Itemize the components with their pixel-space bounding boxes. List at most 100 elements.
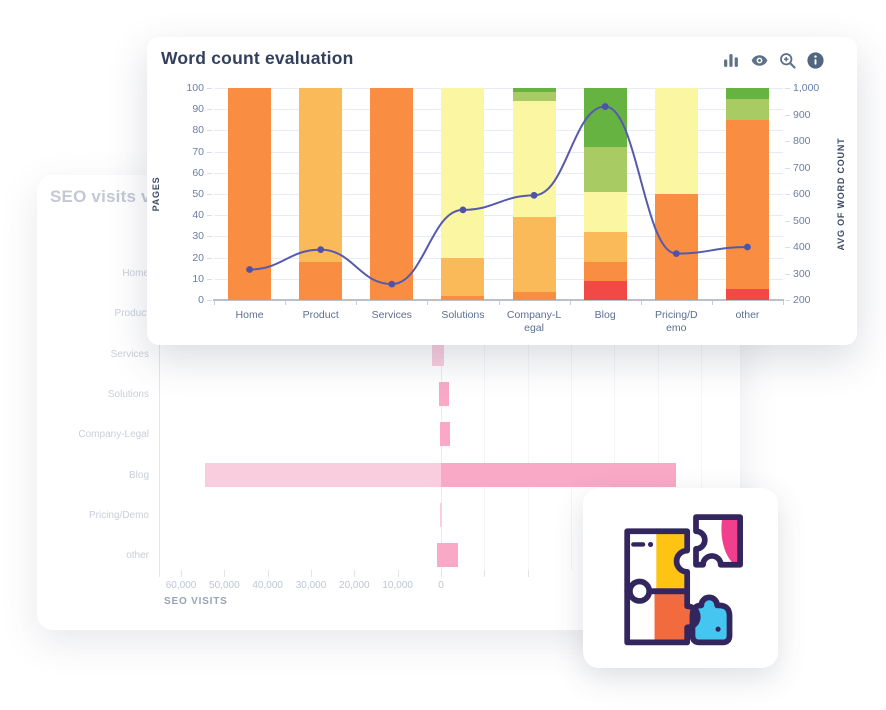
- y2-axis-tick: [785, 167, 790, 169]
- line-point: [672, 250, 680, 258]
- line-point: [317, 246, 325, 254]
- gridline: [214, 257, 783, 259]
- y-axis-tick: [207, 172, 212, 174]
- puzzle-card: [583, 488, 778, 668]
- gridline: [214, 109, 783, 111]
- x-axis-tick: [498, 301, 500, 305]
- eye-icon[interactable]: [751, 52, 768, 69]
- trend-line: [249, 105, 748, 286]
- bar-segment-orange-dark: [441, 295, 485, 300]
- word-count-chart: 100 90 80 70 60 50 40 30 20 10 0 1,000 900 800 700 600 5…: [147, 37, 857, 345]
- gridline: [214, 151, 783, 153]
- gridline: [214, 88, 783, 89]
- y-axis-tick: [207, 109, 212, 111]
- gridline: [570, 257, 572, 570]
- x-axis-label: Services: [371, 309, 412, 321]
- bar-segment-green-light: [725, 98, 769, 120]
- bar-right: [441, 543, 458, 568]
- trend-line-layer: [246, 103, 751, 288]
- line-point: [246, 266, 253, 273]
- info-icon[interactable]: [807, 52, 824, 69]
- x-axis-tick: [783, 301, 784, 305]
- y-axis-tick: [207, 257, 212, 259]
- gridline: [484, 257, 486, 570]
- y-axis-line: [159, 255, 160, 577]
- x-axis-label: Home: [235, 309, 264, 321]
- y2-axis-tick: [785, 300, 790, 301]
- bar-right: [441, 503, 443, 528]
- bar-left: [437, 543, 441, 568]
- y-axis-tick-label: 90: [192, 103, 204, 116]
- x-axis-tick: [224, 570, 226, 577]
- bar-segment-green-dark: [725, 88, 769, 99]
- row-label: Product: [114, 308, 149, 320]
- y2-axis-tick: [785, 88, 790, 89]
- x-axis-tick: [267, 570, 269, 577]
- x-axis-tick-label: 40,000: [252, 580, 283, 591]
- x-axis-tick-label: 0: [438, 580, 444, 591]
- y-axis-tick: [207, 151, 212, 153]
- zoom-in-icon[interactable]: [779, 52, 796, 69]
- x-axis-tick: [285, 301, 287, 305]
- row-label: Home: [122, 268, 149, 279]
- line-point: [388, 280, 396, 288]
- puzzle-piece-yellow: [655, 531, 687, 592]
- y2-axis-tick: [785, 114, 790, 116]
- x-axis-tick: [356, 301, 358, 305]
- bar-segment-orange-light: [441, 257, 485, 296]
- bar-left: [439, 422, 441, 447]
- bar-left: [439, 382, 441, 407]
- bar-segment-orange-dark: [654, 194, 698, 300]
- y-axis-tick-label: 30: [192, 230, 204, 243]
- y-axis-tick: [207, 88, 212, 89]
- bar-segment-orange-dark: [299, 261, 343, 300]
- x-axis-label: other: [735, 309, 760, 321]
- y2-axis-tick-label: 500: [793, 214, 811, 227]
- y2-axis-tick-label: 900: [793, 108, 811, 121]
- bar-right: [441, 422, 450, 447]
- row-label: other: [126, 550, 149, 562]
- bar-segment-orange-light: [512, 217, 556, 292]
- x-axis-tick: [311, 570, 312, 577]
- x-axis-tick: [354, 570, 356, 577]
- x-axis-label: Pricing/D emo: [655, 309, 698, 334]
- y-axis-tick-label: 50: [192, 188, 204, 200]
- y-axis-tick-label: 100: [186, 82, 204, 94]
- puzzle-illustration: [623, 514, 743, 646]
- y-axis-tick-label: 40: [192, 209, 204, 222]
- bar-segment-orange-dark: [370, 88, 414, 300]
- gridline: [214, 130, 783, 132]
- y-axis-tick: [207, 215, 212, 217]
- x-axis-tick: [427, 301, 429, 305]
- y2-axis-tick-label: 700: [793, 161, 811, 174]
- x-axis-tick: [640, 301, 642, 305]
- x-axis-tick-label: 60,000: [165, 580, 197, 591]
- card-toolbar: [723, 52, 824, 69]
- x-axis-tick: [441, 570, 442, 577]
- y-axis-tick-label: 80: [192, 124, 204, 137]
- y2-axis-tick: [785, 273, 790, 275]
- y2-axis-tick-label: 1,000: [793, 82, 820, 94]
- bar-chart-icon[interactable]: [723, 52, 740, 69]
- puzzle-piece-cyan: [689, 594, 732, 646]
- y2-axis-tick: [785, 194, 790, 195]
- row-label: Pricing/Demo: [88, 510, 149, 522]
- x-axis-tick-label: 10,000: [382, 580, 413, 591]
- y-axis-tick-label: 10: [192, 272, 204, 285]
- y-axis-tick: [207, 194, 212, 195]
- x-axis-tick: [711, 301, 713, 305]
- word-count-card: Word count evaluation: [147, 37, 857, 345]
- x-axis-tick-label: 50,000: [209, 580, 240, 591]
- bar-left: [204, 462, 441, 487]
- bar-segment-orange-light: [299, 88, 343, 262]
- bar-segment-green-dark: [512, 88, 556, 93]
- bar-segment-red: [725, 289, 769, 300]
- y-axis-tick-label: 70: [192, 145, 204, 158]
- row-label: Solutions: [107, 389, 149, 401]
- y2-axis-title: AVG OF WORD COUNT: [836, 137, 846, 251]
- bar-segment-yellow: [441, 88, 485, 258]
- bar-segment-green-light: [512, 92, 556, 101]
- zero-gridline: [441, 257, 442, 570]
- x-axis-label: Product: [302, 309, 339, 321]
